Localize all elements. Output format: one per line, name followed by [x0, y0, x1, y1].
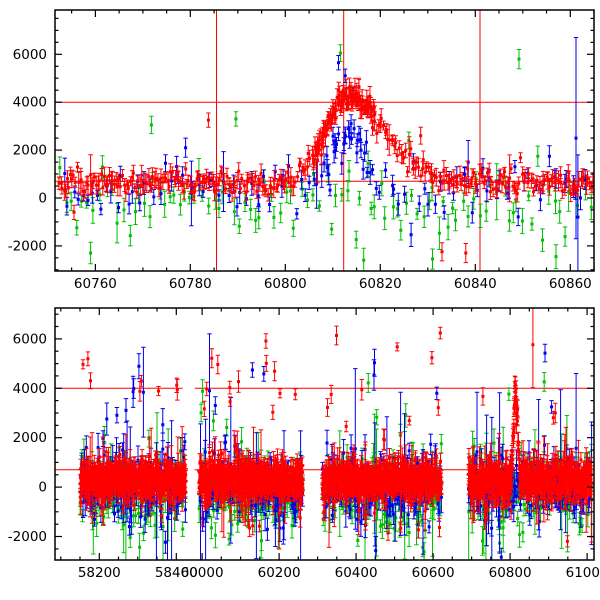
x-tick-label: 60860	[549, 276, 592, 292]
top-panel-tick-labels: 60760 60780 60800 60820 60840 60860 -2000 0 2000…	[8, 47, 592, 292]
top-panel: 60760 60780 60800 60820 60840 60860 -2000 0 2000…	[8, 9, 595, 292]
bottom-panel-tick-labels: 5820058400600006020060400606006080061000…	[8, 331, 600, 581]
x-tick-label: 61000	[566, 565, 600, 581]
y-tick-label: 6000	[13, 331, 47, 347]
x-tick-label: 60800	[489, 565, 532, 581]
red-band-errorbars	[56, 77, 594, 264]
y-tick-label: 0	[38, 480, 47, 496]
x-tick-label: 60840	[454, 276, 497, 292]
top-panel-frame	[54, 9, 595, 272]
red-band-points	[78, 331, 594, 543]
x-tick-label: 60800	[264, 276, 307, 292]
y-tick-label: 4000	[13, 95, 47, 111]
x-tick-label: 60400	[335, 565, 378, 581]
bottom-panel-frame	[54, 307, 595, 561]
bottom-panel: 5820058400600006020060400606006080061000…	[8, 307, 600, 581]
y-tick-label: 6000	[13, 47, 47, 63]
bottom-panel-data	[55, 308, 594, 560]
y-tick-label: 4000	[13, 381, 47, 397]
x-tick-label: 60820	[359, 276, 402, 292]
y-tick-label: 2000	[13, 143, 47, 159]
x-tick-label: 60600	[412, 565, 455, 581]
top-panel-data	[55, 10, 594, 271]
y-tick-label: -2000	[8, 529, 47, 545]
y-tick-label: 0	[38, 191, 47, 207]
x-tick-label: 58200	[78, 565, 121, 581]
bottom-panel-ticks	[55, 308, 594, 560]
y-tick-label: -2000	[8, 238, 47, 254]
blue-band-errorbars	[62, 37, 588, 271]
x-tick-label: 60200	[258, 565, 301, 581]
red-band-points	[57, 85, 594, 255]
x-tick-label: 58400	[155, 565, 198, 581]
y-tick-label: 2000	[13, 430, 47, 446]
green-band-errorbars	[57, 44, 594, 271]
x-tick-label: 60780	[169, 276, 212, 292]
x-tick-label: 60000	[181, 565, 224, 581]
x-tick-label: 60760	[74, 276, 117, 292]
top-panel-ticks	[55, 10, 595, 271]
